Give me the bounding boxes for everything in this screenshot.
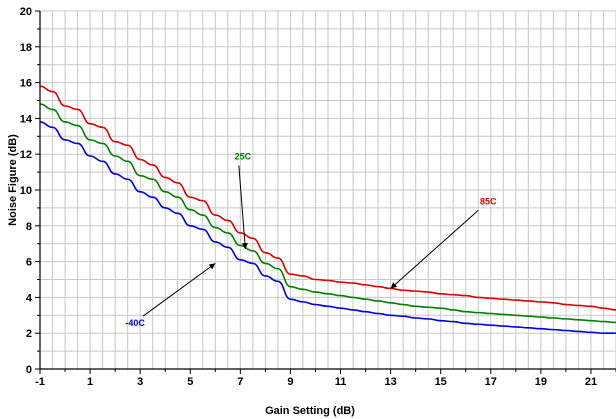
x-tick-label: 21 (585, 376, 597, 388)
y-tick-label: 10 (20, 185, 32, 197)
y-tick-label: 20 (20, 6, 32, 18)
x-tick-label: 17 (485, 376, 497, 388)
series-line-1 (39, 121, 616, 335)
chart-annotations: 25C 85C -40C (125, 152, 497, 328)
x-tick-label: 5 (187, 376, 193, 388)
annotation-arrow-head (208, 263, 216, 270)
annotation-label: -40C (125, 318, 145, 328)
y-tick-label: 14 (20, 113, 33, 125)
x-tick-label: 7 (237, 376, 243, 388)
y-tick-label: 2 (26, 328, 32, 340)
y-tick-label: 0 (26, 364, 32, 376)
y-tick-label: 12 (20, 149, 32, 161)
x-tick-label: 19 (535, 376, 547, 388)
x-tick-label: 15 (435, 376, 447, 388)
x-tick-label: 13 (384, 376, 396, 388)
y-tick-label: 18 (20, 42, 32, 54)
annotation-arrow-head (241, 242, 248, 250)
y-tick-label: 4 (26, 292, 33, 304)
x-tick-label: 11 (335, 376, 347, 388)
annotation-label: 85C (480, 196, 497, 206)
x-tick-label: 9 (287, 376, 293, 388)
y-tick-label: 6 (26, 257, 32, 269)
series-line-3 (39, 85, 616, 311)
x-tick-label: 1 (87, 376, 93, 388)
y-tick-label: 16 (20, 78, 32, 90)
chart-series (39, 85, 616, 335)
annotation-arrow-line (390, 209, 479, 289)
series-line-2 (39, 103, 616, 324)
chart-grid (39, 10, 616, 370)
x-axis-title: Gain Setting (dB) (265, 405, 355, 417)
chart-axes (35, 10, 616, 374)
y-axis-title: Noise Figure (dB) (7, 134, 19, 226)
annotation-arrow-head (390, 282, 398, 289)
annotation-arrow-line (238, 165, 246, 250)
x-tick-label: 3 (137, 376, 143, 388)
annotation-label: 25C (235, 152, 252, 162)
x-tick-label: -1 (35, 376, 45, 388)
annotation-arrow-line (142, 262, 216, 317)
y-tick-label: 8 (26, 221, 32, 233)
